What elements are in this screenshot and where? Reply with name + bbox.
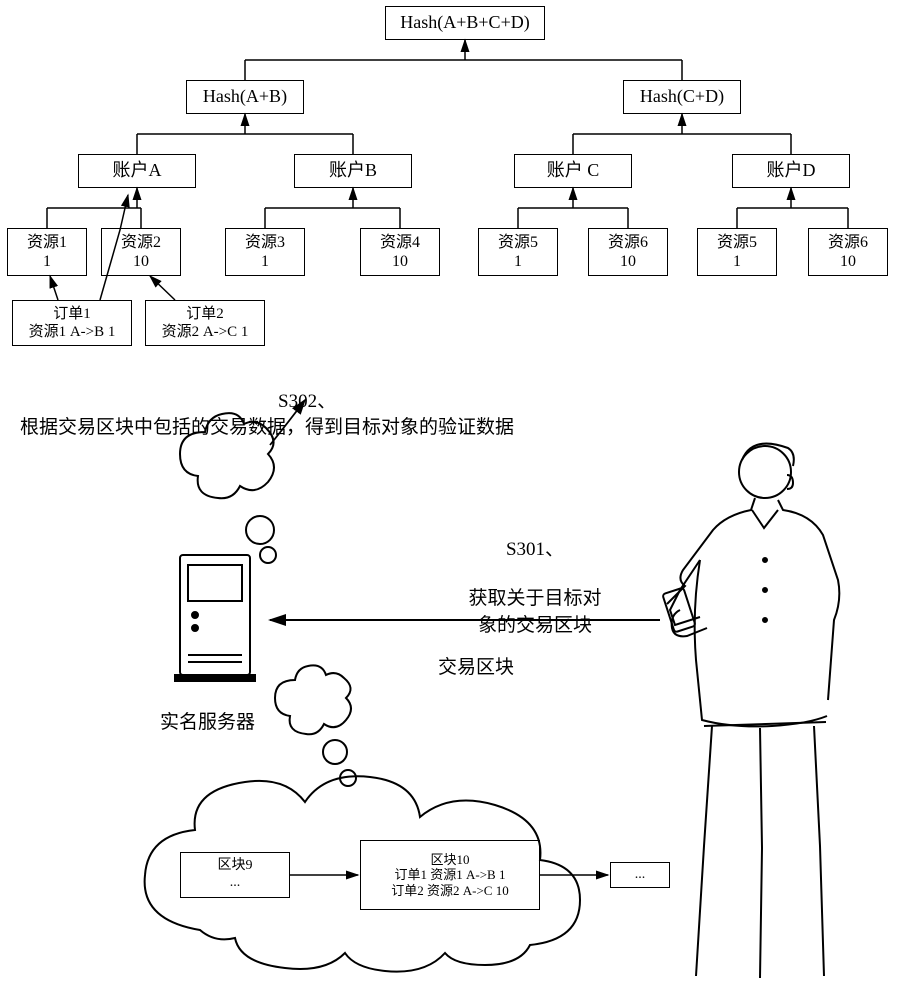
step-s302-text: 根据交易区块中包括的交易数据，得到目标对象的验证数据: [20, 390, 600, 439]
res7-title: 资源5: [717, 233, 757, 252]
resource-box: 资源5 1: [478, 228, 558, 276]
server-label: 实名服务器: [160, 685, 255, 734]
block-10: 区块10 订单1 资源1 A->B 1 订单2 资源2 A->C 10: [360, 840, 540, 910]
order-box: 订单1 资源1 A->B 1: [12, 300, 132, 346]
b9-detail: ...: [230, 875, 241, 892]
resource-box: 资源6 10: [808, 228, 888, 276]
account-b: 账户B: [294, 154, 412, 188]
b10-title: 区块10: [430, 852, 469, 868]
res4-title: 资源4: [380, 233, 420, 252]
s301-code: S301、: [506, 539, 564, 560]
resource-box: 资源2 10: [101, 228, 181, 276]
res8-val: 10: [840, 252, 856, 271]
arrow-label-text: 交易区块: [438, 657, 514, 678]
hash-cd: Hash(C+D): [623, 80, 741, 114]
b10-l1: 订单1 资源1 A->B 1: [395, 867, 506, 883]
res6-val: 10: [620, 252, 636, 271]
block-9: 区块9 ...: [180, 852, 290, 898]
order-box: 订单2 资源2 A->C 1: [145, 300, 265, 346]
res5-val: 1: [514, 252, 522, 271]
person-icon: [662, 444, 839, 978]
server-icon: [175, 555, 255, 681]
account-c: 账户 C: [514, 154, 632, 188]
res2-val: 10: [133, 252, 149, 271]
hash-cd-text: Hash(C+D): [640, 86, 724, 108]
hash-root: Hash(A+B+C+D): [385, 6, 545, 40]
b9-title: 区块9: [218, 858, 253, 875]
res8-title: 资源6: [828, 233, 868, 252]
res1-val: 1: [43, 252, 51, 271]
resource-box: 资源4 10: [360, 228, 440, 276]
account-d: 账户D: [732, 154, 850, 188]
order1-detail: 资源1 A->B 1: [29, 323, 116, 341]
resource-box: 资源5 1: [697, 228, 777, 276]
resource-box: 资源1 1: [7, 228, 87, 276]
account-b-text: 账户B: [329, 160, 377, 182]
res1-title: 资源1: [27, 233, 67, 252]
resource-box: 资源3 1: [225, 228, 305, 276]
res2-title: 资源2: [121, 233, 161, 252]
b10-l2: 订单2 资源2 A->C 10: [391, 883, 508, 899]
step-s301: S301、 获取关于目标对 象的交易区块: [435, 512, 635, 637]
res6-title: 资源6: [608, 233, 648, 252]
order1-title: 订单1: [53, 305, 91, 323]
res3-title: 资源3: [245, 233, 285, 252]
res3-val: 1: [261, 252, 269, 271]
bnext-text: ...: [635, 867, 646, 884]
resource-box: 资源6 10: [588, 228, 668, 276]
account-a: 账户A: [78, 154, 196, 188]
hash-ab: Hash(A+B): [186, 80, 304, 114]
res4-val: 10: [392, 252, 408, 271]
server-label-text: 实名服务器: [160, 712, 255, 733]
order2-detail: 资源2 A->C 1: [162, 323, 249, 341]
account-a-text: 账户A: [113, 160, 162, 182]
account-c-text: 账户 C: [547, 160, 600, 182]
hash-ab-text: Hash(A+B): [203, 86, 287, 108]
s302-text: 根据交易区块中包括的交易数据，得到目标对象的验证数据: [20, 417, 514, 438]
arrow-label: 交易区块: [438, 630, 514, 679]
block-next: ...: [610, 862, 670, 888]
s301-text: 获取关于目标对 象的交易区块: [468, 588, 601, 636]
res5-title: 资源5: [498, 233, 538, 252]
res7-val: 1: [733, 252, 741, 271]
order2-title: 订单2: [186, 305, 224, 323]
hash-root-text: Hash(A+B+C+D): [400, 12, 529, 34]
account-d-text: 账户D: [767, 160, 816, 182]
